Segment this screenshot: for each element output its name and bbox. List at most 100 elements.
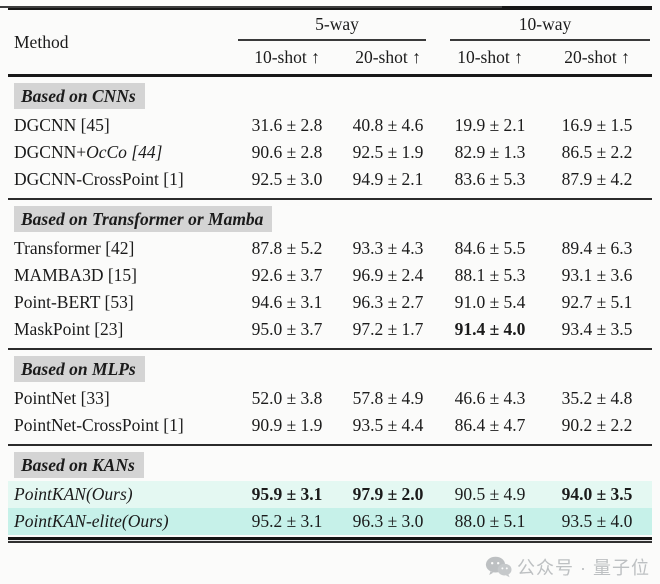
- table-row-point-bert: Point-BERT [53] 94.6 ± 3.1 96.3 ± 2.7 91…: [8, 289, 652, 316]
- section-label-mlps: Based on MLPs: [14, 356, 145, 382]
- value-cell: 95.0 ± 3.7: [251, 319, 323, 339]
- value-cell: 90.5 ± 4.9: [454, 484, 526, 504]
- value-cell: 19.9 ± 2.1: [454, 115, 526, 135]
- value-cell: 82.9 ± 1.3: [454, 142, 526, 162]
- value-cell-best: 97.9 ± 2.0: [352, 484, 424, 504]
- top-crop-line: [0, 6, 502, 8]
- value-cell: 84.6 ± 5.5: [454, 238, 526, 258]
- value-cell: 92.6 ± 3.7: [251, 265, 323, 285]
- col-header-5way-10shot: 10-shot ↑: [254, 47, 320, 67]
- value-cell: 31.6 ± 2.8: [251, 115, 323, 135]
- col-header-10way-10shot: 10-shot ↑: [457, 47, 523, 67]
- group-underline-5way: [238, 39, 426, 41]
- group-header-5way: 5-way 10-shot ↑ 20-shot ↑: [236, 10, 438, 74]
- value-cell: 90.2 ± 2.2: [561, 415, 633, 435]
- method-cell: Point-BERT [53]: [14, 292, 134, 312]
- value-cell: 93.3 ± 4.3: [352, 238, 424, 258]
- method-cell: DGCNN-CrossPoint [1]: [14, 169, 184, 189]
- method-roman-part: DGCNN+: [14, 142, 87, 162]
- table-row-mamba3d: MAMBA3D [15] 92.6 ± 3.7 96.9 ± 2.4 88.1 …: [8, 262, 652, 289]
- watermark: 公众号 · 量子位: [485, 554, 650, 580]
- value-cell-best: 91.4 ± 4.0: [454, 319, 526, 339]
- section-cnns: Based on CNNs: [8, 83, 652, 109]
- method-cell: PointKAN-elite(Ours): [14, 511, 169, 531]
- table-header: Method 5-way 10-shot ↑ 20-shot ↑ 10-way …: [8, 10, 652, 74]
- value-cell: 57.8 ± 4.9: [352, 388, 424, 408]
- value-cell: 94.9 ± 2.1: [352, 169, 424, 189]
- value-cell: 92.5 ± 3.0: [251, 169, 323, 189]
- header-bottom-rule: [8, 74, 652, 77]
- col-header-5way-20shot: 20-shot ↑: [355, 47, 421, 67]
- value-cell: 96.9 ± 2.4: [352, 265, 424, 285]
- method-cell: DGCNN+OcCo [44]: [8, 142, 236, 163]
- section-divider-rule: [8, 444, 652, 446]
- section-kans: Based on KANs: [8, 452, 652, 478]
- value-cell: 96.3 ± 3.0: [352, 511, 424, 531]
- method-cell: MAMBA3D [15]: [14, 265, 137, 285]
- value-cell: 88.1 ± 5.3: [454, 265, 526, 285]
- subheaders-10way: 10-shot ↑ 20-shot ↑: [438, 41, 652, 74]
- method-cell: PointKAN(Ours): [14, 484, 133, 504]
- section-label-cnns: Based on CNNs: [14, 83, 145, 109]
- value-cell: 90.6 ± 2.8: [251, 142, 323, 162]
- value-cell: 40.8 ± 4.6: [352, 115, 424, 135]
- method-column-header: Method: [14, 31, 69, 52]
- value-cell: 87.8 ± 5.2: [251, 238, 323, 258]
- method-italic-part: OcCo [44]: [86, 142, 163, 162]
- table-bottom-rule: [8, 537, 652, 543]
- table-row-pointkan-elite-ours: PointKAN-elite(Ours) 95.2 ± 3.1 96.3 ± 3…: [8, 508, 652, 535]
- table-row-dgcnn: DGCNN [45] 31.6 ± 2.8 40.8 ± 4.6 19.9 ± …: [8, 112, 652, 139]
- section-label-transformer-mamba: Based on Transformer or Mamba: [14, 206, 273, 232]
- group-label-5way: 5-way: [315, 14, 359, 34]
- value-cell: 88.0 ± 5.1: [454, 511, 526, 531]
- table-top-rule: [8, 6, 652, 10]
- value-cell: 93.5 ± 4.4: [352, 415, 424, 435]
- value-cell: 86.5 ± 2.2: [561, 142, 633, 162]
- value-cell: 93.1 ± 3.6: [561, 265, 633, 285]
- group-label-10way: 10-way: [518, 14, 572, 34]
- group-underline-10way: [450, 39, 650, 41]
- method-cell: PointNet [33]: [14, 388, 110, 408]
- results-table-figure: Method 5-way 10-shot ↑ 20-shot ↑ 10-way …: [0, 6, 660, 584]
- value-cell: 93.5 ± 4.0: [561, 511, 633, 531]
- value-cell: 89.4 ± 6.3: [561, 238, 633, 258]
- value-cell: 92.7 ± 5.1: [561, 292, 633, 312]
- value-cell: 87.9 ± 4.2: [561, 169, 633, 189]
- value-cell: 16.9 ± 1.5: [561, 115, 633, 135]
- group-header-10way: 10-way 10-shot ↑ 20-shot ↑: [438, 10, 652, 74]
- value-cell: 97.2 ± 1.7: [352, 319, 424, 339]
- method-cell: PointNet-CrossPoint [1]: [14, 415, 184, 435]
- method-cell: MaskPoint [23]: [14, 319, 124, 339]
- subheaders-5way: 10-shot ↑ 20-shot ↑: [236, 41, 438, 74]
- value-cell: 35.2 ± 4.8: [561, 388, 633, 408]
- method-cell: DGCNN [45]: [14, 115, 110, 135]
- value-cell: 90.9 ± 1.9: [251, 415, 323, 435]
- watermark-text: 公众号 · 量子位: [517, 558, 650, 578]
- value-cell-best: 95.9 ± 3.1: [251, 484, 323, 504]
- section-label-kans: Based on KANs: [14, 452, 144, 478]
- table-row-pointnet: PointNet [33] 52.0 ± 3.8 57.8 ± 4.9 46.6…: [8, 385, 652, 412]
- section-transformer-mamba: Based on Transformer or Mamba: [8, 206, 652, 232]
- value-cell: 93.4 ± 3.5: [561, 319, 633, 339]
- value-cell: 95.2 ± 3.1: [251, 511, 323, 531]
- value-cell: 46.6 ± 4.3: [454, 388, 526, 408]
- table-row-transformer: Transformer [42] 87.8 ± 5.2 93.3 ± 4.3 8…: [8, 235, 652, 262]
- table-row-maskpoint: MaskPoint [23] 95.0 ± 3.7 97.2 ± 1.7 91.…: [8, 316, 652, 343]
- value-cell: 52.0 ± 3.8: [251, 388, 323, 408]
- table-row-dgcnn-occo: DGCNN+OcCo [44] 90.6 ± 2.8 92.5 ± 1.9 82…: [8, 139, 652, 166]
- value-cell: 86.4 ± 4.7: [454, 415, 526, 435]
- table-row-pointkan-ours: PointKAN(Ours) 95.9 ± 3.1 97.9 ± 2.0 90.…: [8, 481, 652, 508]
- value-cell: 94.6 ± 3.1: [251, 292, 323, 312]
- value-cell: 96.3 ± 2.7: [352, 292, 424, 312]
- section-divider-rule: [8, 198, 652, 200]
- table-row-dgcnn-crosspoint: DGCNN-CrossPoint [1] 92.5 ± 3.0 94.9 ± 2…: [8, 166, 652, 193]
- value-cell: 91.0 ± 5.4: [454, 292, 526, 312]
- section-divider-rule: [8, 348, 652, 350]
- section-mlps: Based on MLPs: [8, 356, 652, 382]
- col-header-10way-20shot: 20-shot ↑: [564, 47, 630, 67]
- value-cell: 92.5 ± 1.9: [352, 142, 424, 162]
- wechat-icon: [485, 556, 512, 578]
- value-cell-best: 94.0 ± 3.5: [561, 484, 633, 504]
- table-row-pointnet-crosspoint: PointNet-CrossPoint [1] 90.9 ± 1.9 93.5 …: [8, 412, 652, 439]
- value-cell: 83.6 ± 5.3: [454, 169, 526, 189]
